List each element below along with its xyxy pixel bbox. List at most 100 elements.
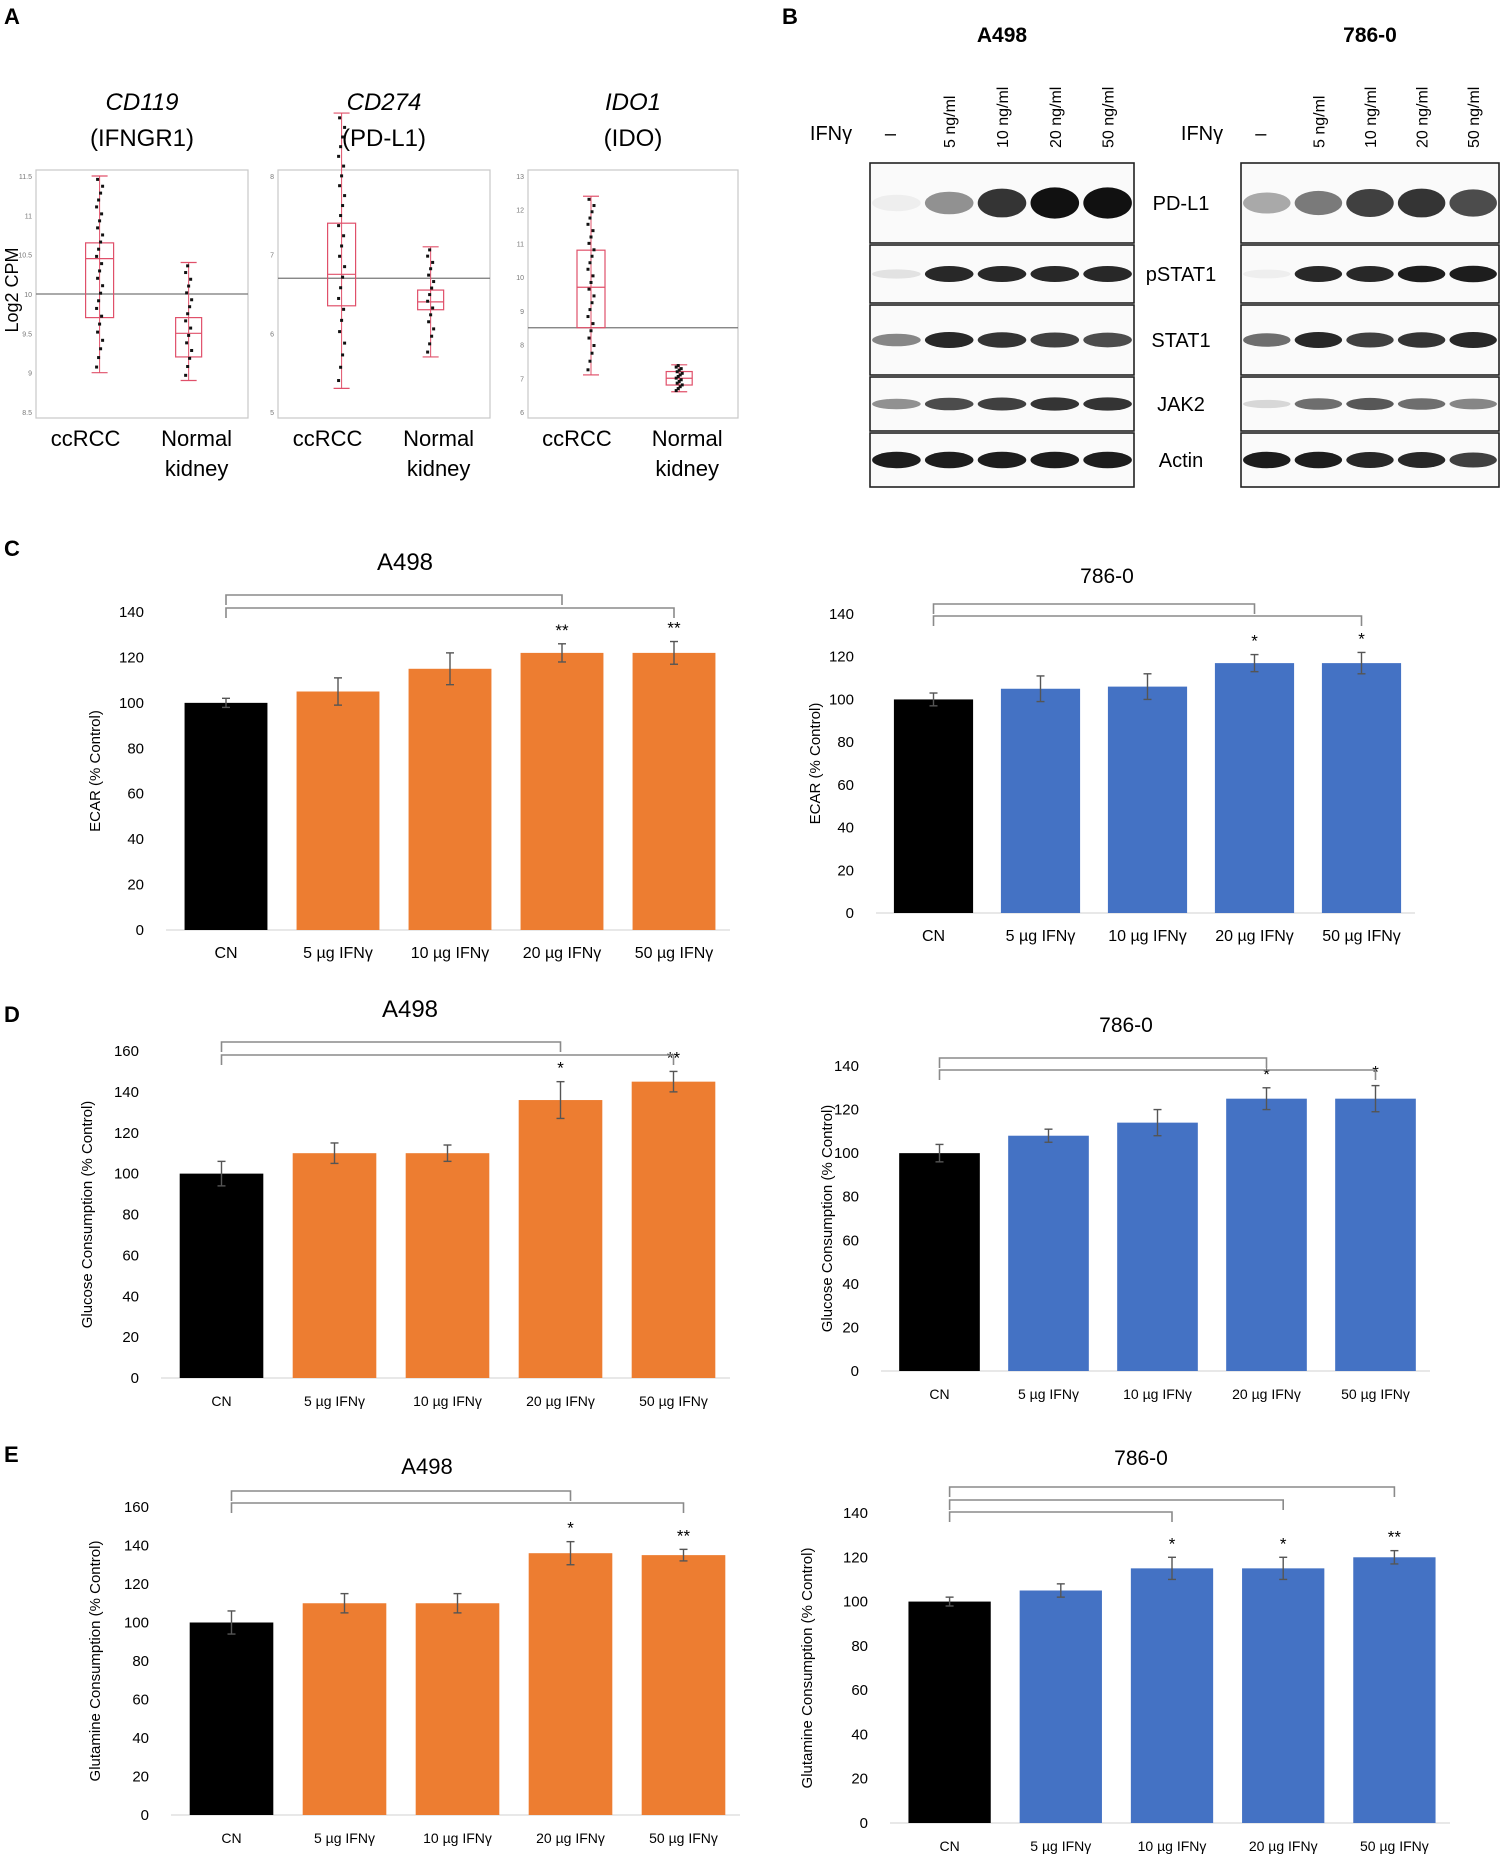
panel-label-b: B [782,4,798,29]
boxplot-point [340,244,344,248]
blot-band [1397,265,1446,283]
chart-ytick-label: 60 [127,786,144,803]
bar [1008,1135,1089,1371]
boxplot-point [588,216,592,220]
chart-ytick-label: 0 [846,905,854,922]
chart-ytick-label: 20 [122,1329,139,1346]
chart-ytick-label: 140 [829,606,854,623]
blot-band [1449,452,1497,468]
blot-band [872,451,921,469]
chart-ylabel: Glucose Consumption (% Control) [79,1101,96,1329]
boxplot-box [576,249,606,329]
significance-marker: * [1251,632,1258,651]
chart-ylabel: Glucose Consumption (% Control) [819,1105,836,1333]
chart-ytick-label: 60 [842,1232,859,1249]
boxplot-box [327,222,357,307]
chart-E-A498: A498 Glutamine Consumption (% Control) 0 20… [87,1454,740,1846]
bar [1242,1568,1325,1823]
blot-band [1083,451,1132,469]
blot-band [1294,398,1343,410]
x-category-label: 10 µg IFNγ [1123,1386,1192,1402]
panel-label-a: A [4,4,20,29]
chart-ytick-label: 80 [851,1638,868,1655]
x-category-label: CN [939,1838,959,1854]
chart-ytick-label: 40 [851,1726,868,1743]
blot-band [1243,192,1291,214]
chart-ylabel: ECAR (% Control) [87,710,104,832]
chart-ytick-label: 0 [851,1363,859,1380]
chart-ytick-label: 60 [132,1692,149,1709]
x-category-label: 20 µg IFNγ [523,945,602,962]
boxplot-point [97,198,101,202]
blot-band [1449,265,1497,283]
boxplot-point [339,365,343,369]
blot-lane-label: 5 ng/ml [942,96,959,148]
x-category-label: 20 µg IFNγ [536,1830,605,1846]
boxplot-point [101,184,105,188]
boxplot-point [184,319,188,323]
boxplot-point [339,214,343,218]
boxplot-tick-label: 8 [270,174,274,181]
boxplot-point [431,260,435,264]
x-category-label: 10 µg IFNγ [423,1830,492,1846]
boxplot-point [100,262,104,266]
chart-ylabel: ECAR (% Control) [807,703,824,825]
boxplot-point [184,271,188,275]
bar [1019,1590,1102,1823]
boxplot-point [337,224,341,228]
blot-band [1243,333,1291,347]
boxplot-point [190,348,194,352]
boxplot-point [343,125,347,129]
bar [302,1603,387,1815]
boxplot-point [184,373,188,377]
boxplot-point [428,293,432,297]
boxplot-point [342,307,346,311]
boxplot-title-protein-0: (IFNGR1) [90,125,194,152]
boxplot-point [95,365,99,369]
boxplot-point [591,229,595,233]
blot-lane-label: – [1255,123,1267,145]
boxplot-point [592,204,596,208]
boxplot-tick-label: 8.5 [22,410,32,417]
boxplot-tick-label: 13 [516,174,524,181]
boxplot-point [428,248,432,252]
comparison-bracket [225,607,675,618]
significance-marker: ** [677,1526,691,1545]
boxplot-point [97,356,101,360]
x-category-label: 10 µg IFNγ [413,1393,482,1409]
significance-marker: ** [667,619,681,638]
chart-ytick-label: 20 [842,1319,859,1336]
chart-ytick-label: 160 [114,1043,139,1060]
boxplot-tick-label: 7 [520,376,524,383]
boxplot-point [343,341,347,345]
boxplot-point [340,318,344,322]
x-category-label: 50 µg IFNγ [1360,1838,1429,1854]
chart-ytick-label: 120 [119,649,144,666]
chart-ytick-label: 0 [141,1807,149,1824]
boxplot-point [186,365,190,369]
blot-band [872,269,921,279]
comparison-bracket [948,1486,1396,1497]
boxplot-point [588,308,592,312]
boxplot-point [99,347,103,351]
boxplot-point [342,234,346,238]
boxplot-point [96,177,100,181]
blot-protein-label: PD-L1 [1153,193,1210,215]
bar [1214,663,1295,913]
boxplot-point [677,368,681,372]
significance-marker: * [1169,1534,1176,1553]
chart-title: 786-0 [1114,1447,1168,1470]
boxplot-point [586,267,590,271]
chart-D-786: 786-0 Glucose Consumption (% Control) 0 20 4… [819,1014,1430,1402]
x-category-label: 20 µg IFNγ [1249,1838,1318,1854]
x-category-label: 50 µg IFNγ [649,1830,718,1846]
blot-band [924,191,974,215]
x-category-label: 5 µg IFNγ [314,1830,375,1846]
boxplot-point [98,322,102,326]
blot-band [924,451,974,469]
boxplot-point [341,135,345,139]
significance-marker: * [1280,1534,1287,1553]
bar [189,1622,274,1815]
x-category-label: 5 µg IFNγ [304,1393,365,1409]
blot-band [1083,332,1132,348]
